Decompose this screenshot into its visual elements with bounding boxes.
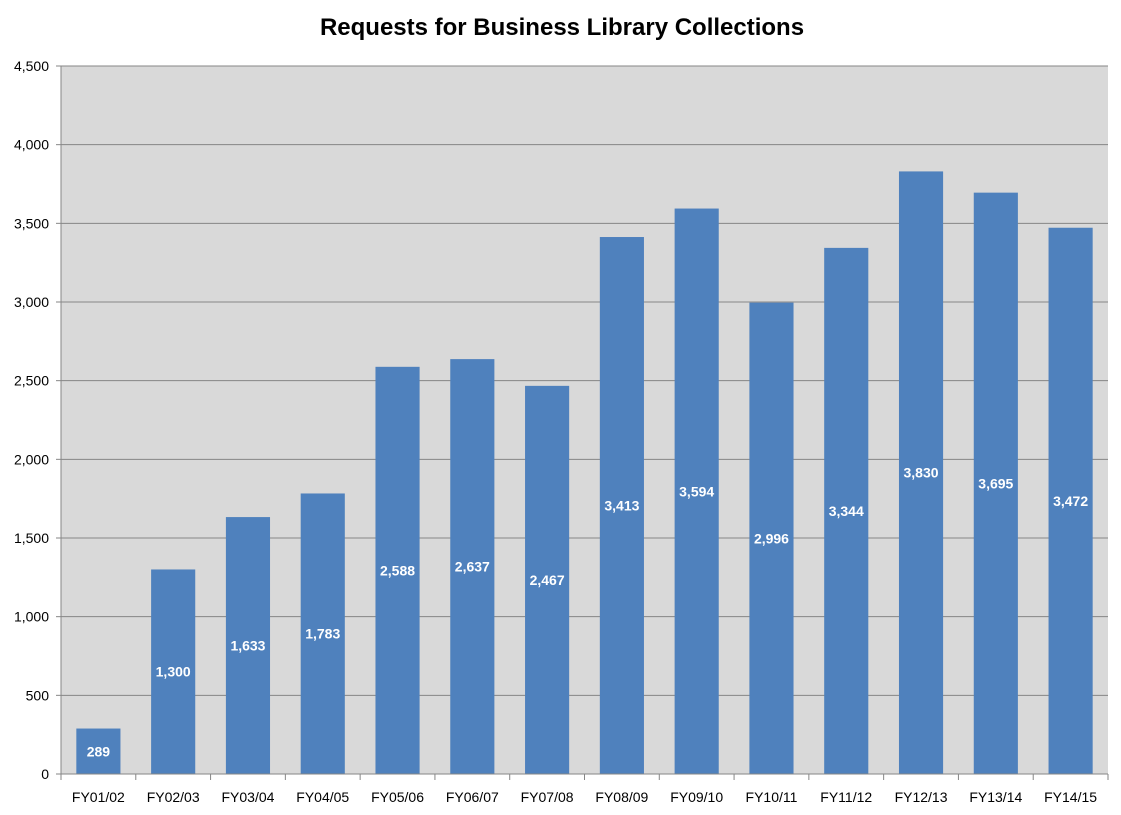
chart-title: Requests for Business Library Collection… xyxy=(320,14,804,41)
x-tick-label: FY08/09 xyxy=(595,789,648,805)
data-label: 1,633 xyxy=(230,638,265,654)
x-tick-label: FY11/12 xyxy=(820,789,872,805)
data-label: 3,830 xyxy=(904,465,939,481)
data-label: 3,413 xyxy=(604,498,639,514)
bar xyxy=(749,302,794,774)
data-label: 289 xyxy=(87,743,111,759)
bar xyxy=(599,237,644,774)
x-tick-label: FY03/04 xyxy=(221,789,274,805)
x-tick-label: FY02/03 xyxy=(147,789,200,805)
data-label: 3,695 xyxy=(978,475,1013,491)
data-label: 3,472 xyxy=(1053,493,1088,509)
x-tick-label: FY13/14 xyxy=(969,789,1022,805)
bar xyxy=(525,385,570,774)
y-tick-label: 0 xyxy=(41,766,49,782)
y-tick-label: 2,500 xyxy=(14,373,49,389)
data-label: 1,300 xyxy=(156,664,191,680)
y-tick-label: 4,000 xyxy=(14,137,49,153)
x-tick-label: FY04/05 xyxy=(296,789,349,805)
data-label: 1,783 xyxy=(305,626,340,642)
data-label: 3,594 xyxy=(679,483,714,499)
bar xyxy=(375,366,420,774)
plot-area xyxy=(61,66,1108,774)
y-tick-label: 1,500 xyxy=(14,530,49,546)
bar xyxy=(225,517,271,774)
data-label: 2,467 xyxy=(530,572,565,588)
data-label: 2,637 xyxy=(455,559,490,575)
x-tick-label: FY07/08 xyxy=(521,789,574,805)
y-tick-label: 1,000 xyxy=(14,609,49,625)
bar xyxy=(151,569,196,774)
x-tick-label: FY12/13 xyxy=(895,789,948,805)
bar xyxy=(674,208,719,774)
bar xyxy=(898,171,944,774)
data-label: 2,588 xyxy=(380,562,415,578)
bar xyxy=(76,728,121,774)
x-tick-label: FY06/07 xyxy=(446,789,499,805)
bar xyxy=(973,192,1018,775)
x-tick-label: FY05/06 xyxy=(371,789,424,805)
y-tick-label: 4,500 xyxy=(14,58,49,74)
data-label: 2,996 xyxy=(754,530,789,546)
y-tick-label: 2,000 xyxy=(14,451,49,467)
x-tick-label: FY01/02 xyxy=(72,789,125,805)
bar xyxy=(450,359,495,774)
y-tick-label: 3,000 xyxy=(14,294,49,310)
data-label: 3,344 xyxy=(829,503,864,519)
y-tick-label: 3,500 xyxy=(14,215,49,231)
x-tick-label: FY14/15 xyxy=(1044,789,1097,805)
bar xyxy=(824,247,869,775)
y-tick-label: 500 xyxy=(26,687,50,703)
bar xyxy=(1048,227,1093,775)
bar xyxy=(300,493,345,774)
x-tick-label: FY10/11 xyxy=(746,789,798,805)
x-tick-label: FY09/10 xyxy=(670,789,723,805)
